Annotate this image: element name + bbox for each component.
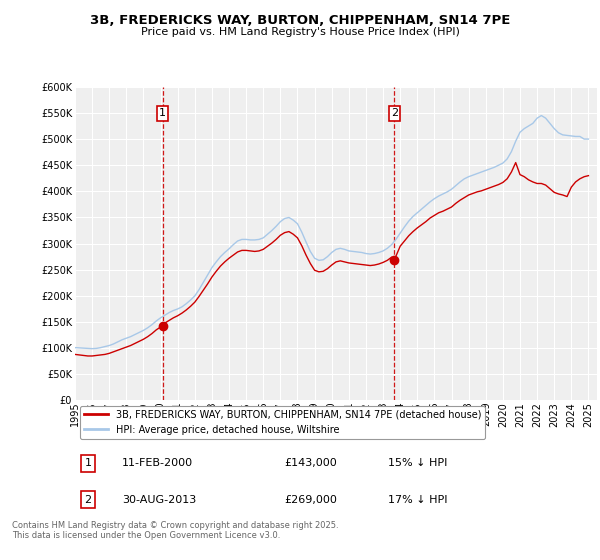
- Text: 1: 1: [159, 109, 166, 119]
- Legend: 3B, FREDERICKS WAY, BURTON, CHIPPENHAM, SN14 7PE (detached house), HPI: Average : 3B, FREDERICKS WAY, BURTON, CHIPPENHAM, …: [80, 406, 485, 438]
- Text: Price paid vs. HM Land Registry's House Price Index (HPI): Price paid vs. HM Land Registry's House …: [140, 27, 460, 37]
- Text: 11-FEB-2000: 11-FEB-2000: [122, 459, 193, 468]
- Text: 15% ↓ HPI: 15% ↓ HPI: [388, 459, 448, 468]
- Text: Contains HM Land Registry data © Crown copyright and database right 2025.
This d: Contains HM Land Registry data © Crown c…: [12, 521, 338, 540]
- Text: 2: 2: [85, 495, 92, 505]
- Text: £269,000: £269,000: [284, 495, 337, 505]
- Text: 3B, FREDERICKS WAY, BURTON, CHIPPENHAM, SN14 7PE: 3B, FREDERICKS WAY, BURTON, CHIPPENHAM, …: [90, 14, 510, 27]
- Text: 30-AUG-2013: 30-AUG-2013: [122, 495, 196, 505]
- Text: 1: 1: [85, 459, 92, 468]
- Text: £143,000: £143,000: [284, 459, 337, 468]
- Text: 17% ↓ HPI: 17% ↓ HPI: [388, 495, 448, 505]
- Text: 2: 2: [391, 109, 398, 119]
